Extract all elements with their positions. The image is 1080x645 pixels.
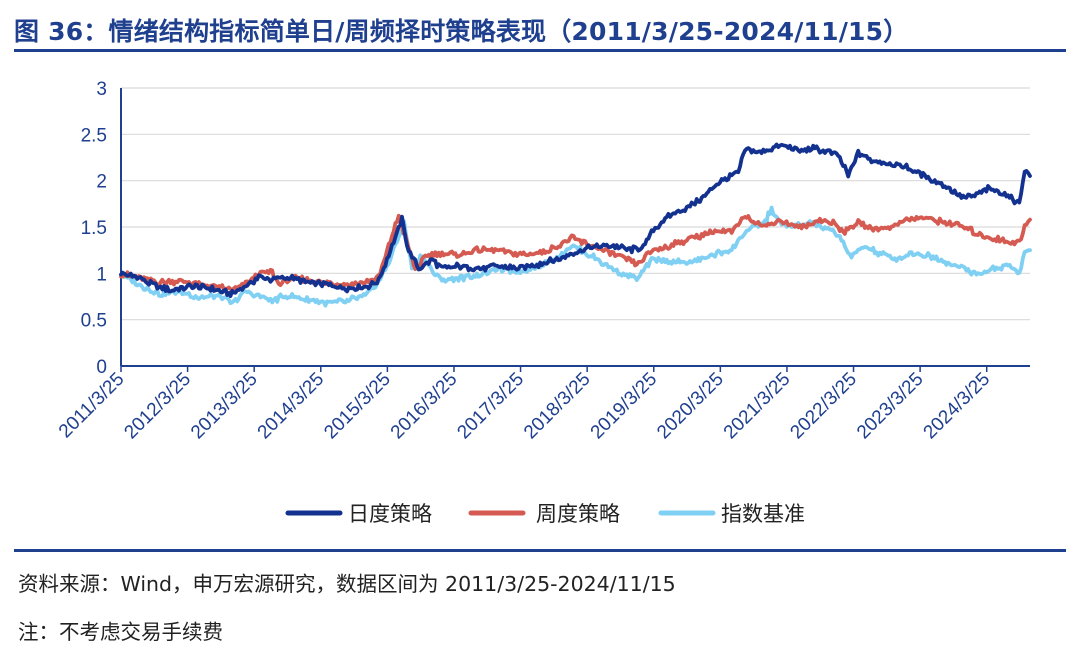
x-tick-label: 2024/3/25 (920, 369, 995, 444)
y-axis-tick-labels: 0 0.5 1 1.5 2 2.5 3 (81, 79, 107, 378)
y-tick-label: 1 (96, 264, 107, 285)
x-tick-label: 2013/3/25 (187, 369, 262, 444)
x-tick-label: 2019/3/25 (587, 369, 662, 444)
x-axis-tick-labels: 2011/3/252012/3/252013/3/252014/3/252015… (55, 369, 994, 444)
legend-label: 周度策略 (536, 503, 620, 526)
x-tick-label: 2016/3/25 (387, 369, 462, 444)
footer-divider (14, 549, 1066, 552)
series-line-0 (119, 142, 1032, 298)
y-tick-label: 0.5 (81, 311, 107, 332)
y-tick-label: 0 (96, 357, 107, 378)
source-note: 资料来源：Wind，申万宏源研究，数据区间为 2011/3/25-2024/11… (18, 572, 676, 596)
axes (120, 88, 1030, 372)
title-divider (14, 49, 1066, 52)
legend-label: 日度策略 (348, 503, 432, 526)
series-line-2 (119, 205, 1032, 308)
x-tick-label: 2015/3/25 (320, 369, 395, 444)
figure-title: 图 36：情绪结构指标简单日/周频择时策略表现（2011/3/25-2024/1… (14, 17, 909, 46)
line-chart: 0 0.5 1 1.5 2 2.5 3 2011/3/252012/3/252013/3/2… (55, 79, 1032, 526)
y-tick-label: 2.5 (81, 125, 107, 146)
x-tick-label: 2023/3/25 (853, 369, 928, 444)
x-tick-label: 2014/3/25 (254, 369, 329, 444)
series-lines (119, 142, 1032, 308)
footnote: 注：不考虑交易手续费 (18, 620, 223, 644)
legend: 日度策略 周度策略 指数基准 (285, 503, 805, 526)
x-tick-label: 2022/3/25 (786, 369, 861, 444)
x-tick-label: 2020/3/25 (653, 369, 728, 444)
y-tick-label: 2 (96, 172, 107, 193)
y-tick-label: 1.5 (81, 218, 107, 239)
grid-lines (121, 87, 1030, 321)
x-tick-label: 2012/3/25 (121, 369, 196, 444)
x-tick-label: 2018/3/25 (520, 369, 595, 444)
x-tick-label: 2021/3/25 (720, 369, 795, 444)
x-tick-label: 2017/3/25 (453, 369, 528, 444)
x-tick-label: 2011/3/25 (55, 369, 129, 443)
y-tick-label: 3 (96, 79, 107, 100)
series-line-1 (119, 213, 1032, 293)
legend-label: 指数基准 (721, 503, 805, 526)
